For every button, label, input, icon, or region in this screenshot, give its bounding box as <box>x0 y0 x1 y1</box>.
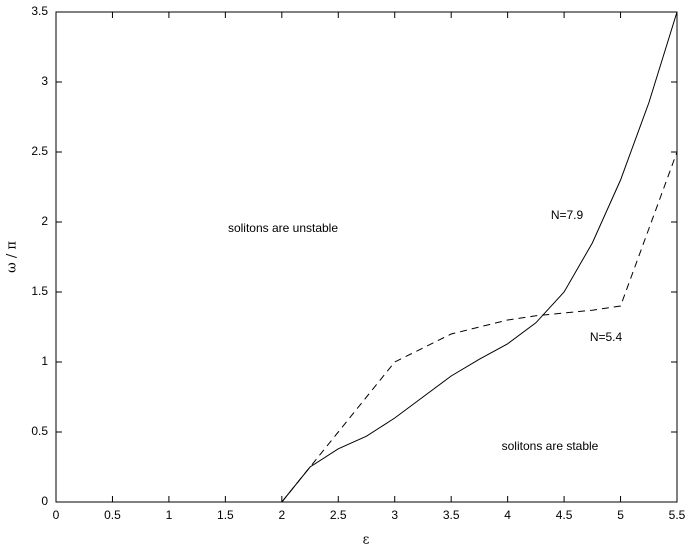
y-tick-label: 0 <box>41 494 48 508</box>
annotation: solitons are stable <box>502 439 599 453</box>
annotation: solitons are unstable <box>228 221 338 235</box>
plot-frame <box>55 11 678 503</box>
y-tick-label: 3 <box>41 74 48 88</box>
x-tick-label: 2.5 <box>330 508 347 522</box>
y-tick-label: 1.5 <box>31 284 48 298</box>
x-tick-label: 1.5 <box>217 508 234 522</box>
x-tick-label: 0.5 <box>104 508 121 522</box>
series-line <box>281 11 678 503</box>
x-tick-label: 5.5 <box>669 508 686 522</box>
x-tick-label: 1 <box>166 508 173 522</box>
y-tick-label: 2.5 <box>31 144 48 158</box>
series-label: N=5.4 <box>590 330 623 344</box>
x-tick-label: 2 <box>278 508 285 522</box>
y-tick-label: 3.5 <box>31 4 48 18</box>
x-tick-label: 0 <box>53 508 60 522</box>
series-label: N=7.9 <box>551 208 584 222</box>
x-tick-label: 3 <box>391 508 398 522</box>
x-axis-title: ε <box>363 533 370 548</box>
y-tick-label: 2 <box>41 214 48 228</box>
x-tick-label: 4 <box>504 508 511 522</box>
y-tick-label: 1 <box>41 354 48 368</box>
x-tick-label: 5 <box>617 508 624 522</box>
x-tick-label: 4.5 <box>556 508 573 522</box>
series-line <box>281 151 678 503</box>
x-tick-label: 3.5 <box>443 508 460 522</box>
y-axis-title: ω / π <box>5 241 20 273</box>
y-tick-label: 0.5 <box>31 424 48 438</box>
